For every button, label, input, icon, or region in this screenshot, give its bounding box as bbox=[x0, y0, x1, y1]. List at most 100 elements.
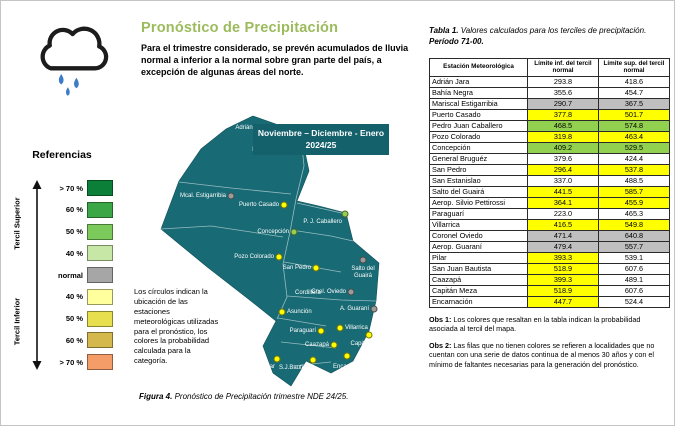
station-name-cell: Pilar bbox=[429, 251, 528, 264]
cloud-shape bbox=[40, 26, 109, 71]
tercil-sup-cell: 463.4 bbox=[598, 130, 670, 143]
tercil-sup-cell: 367.5 bbox=[598, 97, 670, 110]
col-header-station: Estación Meteorológica bbox=[429, 57, 528, 77]
legend-item: 40 % bbox=[47, 288, 113, 305]
table-row: Adrián Jara 293.8 418.6 bbox=[429, 75, 670, 88]
station-dot bbox=[370, 305, 378, 313]
raindrop-icon bbox=[74, 77, 79, 89]
station-dot bbox=[330, 341, 338, 349]
station-label: Asunción bbox=[287, 309, 312, 315]
obs-1-label: Obs 1: bbox=[429, 314, 452, 324]
tercil-sup-cell: 557.7 bbox=[598, 240, 670, 253]
table-row: San Pedro 296.4 537.8 bbox=[429, 163, 670, 176]
station-dot bbox=[278, 308, 286, 316]
tercil-sup-cell: 489.1 bbox=[598, 273, 670, 286]
legend-swatch bbox=[87, 201, 113, 218]
tercil-sup-cell: 640.8 bbox=[598, 229, 670, 242]
tercil-inf-cell: 319.8 bbox=[527, 130, 599, 143]
table-caption-text: Valores calculados para los terciles de … bbox=[458, 26, 647, 35]
station-dot bbox=[273, 355, 281, 363]
paraguay-forecast-map: Adrián Jara Bahía Negra Mcal. Estigarrib… bbox=[141, 104, 396, 399]
table-row: Pozo Colorado 319.8 463.4 bbox=[429, 130, 670, 143]
tercil-sup-cell: 585.7 bbox=[598, 185, 670, 198]
department-borders bbox=[160, 135, 377, 367]
station-label: A. Guaraní bbox=[339, 306, 369, 312]
station-name-cell: Capitán Meza bbox=[429, 284, 528, 297]
station-dot bbox=[343, 352, 351, 360]
tercil-inf-cell: 518.9 bbox=[527, 284, 599, 297]
tercil-superior-label: Tercil Superior bbox=[12, 197, 22, 250]
paraguay-map-svg bbox=[160, 115, 380, 387]
tercil-inf-cell: 379.6 bbox=[527, 152, 599, 165]
tercile-axis-arrow-icon bbox=[32, 180, 42, 370]
table-row: Pilar 393.3 539.1 bbox=[429, 251, 670, 264]
raindrop-icon bbox=[58, 74, 64, 85]
table-row: Villarrica 416.5 549.8 bbox=[429, 218, 670, 231]
station-dot bbox=[347, 288, 355, 296]
tercil-inf-cell: 447.7 bbox=[527, 295, 599, 308]
station-label: Villarrica bbox=[345, 325, 368, 331]
table-header-row: Estación Meteorológica Límite inf. del t… bbox=[429, 57, 670, 77]
terciles-table: Estación Meteorológica Límite inf. del t… bbox=[429, 57, 670, 308]
station-label: Caazapá bbox=[304, 342, 329, 348]
figure-caption-number: Figura 4. bbox=[139, 392, 173, 401]
table-caption-number: Tabla 1. bbox=[429, 26, 459, 35]
tercil-inf-cell: 364.1 bbox=[527, 196, 599, 209]
tercil-inf-cell: 290.7 bbox=[527, 97, 599, 110]
tercil-sup-cell: 529.5 bbox=[598, 141, 670, 154]
obs-2-label: Obs 2: bbox=[429, 340, 452, 350]
table-row: San Juan Bautista 518.9 607.6 bbox=[429, 262, 670, 275]
station-name-cell: Adrián Jara bbox=[429, 75, 528, 88]
raindrop-icon bbox=[65, 87, 70, 96]
station-label: Capitán Meza bbox=[350, 341, 388, 347]
legend-label: normal bbox=[57, 270, 83, 280]
legend-item: 50 % bbox=[47, 223, 113, 240]
tercil-sup-cell: 465.3 bbox=[598, 207, 670, 220]
station-label: Pilar bbox=[263, 364, 276, 370]
station-dot bbox=[312, 264, 320, 272]
table-row: San Estanislao 337.0 488.5 bbox=[429, 174, 670, 187]
country-shape bbox=[160, 115, 380, 387]
station-name-cell: Encarnación bbox=[429, 295, 528, 308]
station-label: Salto del Guairá bbox=[351, 266, 375, 279]
station-dot bbox=[280, 201, 288, 209]
legend-title: Referencias bbox=[32, 149, 92, 161]
tercil-inf-cell: 393.3 bbox=[527, 251, 599, 264]
legend-swatch bbox=[87, 180, 113, 196]
station-dot bbox=[227, 192, 235, 200]
station-name-cell: Paraguarí bbox=[429, 207, 528, 220]
station-name-cell: Puerto Casado bbox=[429, 108, 528, 121]
tercil-inf-cell: 409.2 bbox=[527, 141, 599, 154]
legend-swatch bbox=[87, 267, 113, 283]
tercil-inf-cell: 223.0 bbox=[527, 207, 599, 220]
station-label: Concepción bbox=[257, 229, 289, 235]
legend-label: 40 % bbox=[65, 292, 83, 302]
tercil-inf-cell: 479.4 bbox=[527, 240, 599, 253]
station-name-cell: Salto del Guairá bbox=[429, 185, 528, 198]
legend-swatch bbox=[87, 288, 113, 305]
station-name-cell: Villarrica bbox=[429, 218, 528, 231]
tercil-sup-cell: 537.8 bbox=[598, 163, 670, 176]
legend-swatch bbox=[87, 354, 113, 370]
table-row: Pedro Juan Caballero 468.5 574.8 bbox=[429, 119, 670, 132]
station-label: Adrián Jara bbox=[235, 125, 266, 131]
station-name-cell: Coronel Oviedo bbox=[429, 229, 528, 242]
forecast-period-box: Noviembre – Diciembre - Enero 2024/25 bbox=[253, 124, 389, 155]
station-name-cell: Bahía Negra bbox=[429, 86, 528, 99]
table-row: Aerop. Silvio Pettirossi 364.1 455.9 bbox=[429, 196, 670, 209]
station-dot bbox=[365, 331, 373, 339]
table-row: Capitán Meza 518.9 607.6 bbox=[429, 284, 670, 297]
legend-swatch bbox=[87, 245, 113, 262]
station-name-cell: Pedro Juan Caballero bbox=[429, 119, 528, 132]
table-row: Paraguarí 223.0 465.3 bbox=[429, 207, 670, 220]
tercil-inf-cell: 468.5 bbox=[527, 119, 599, 132]
legend-swatch bbox=[87, 310, 113, 327]
table-panel: Tabla 1. Valores calculados para los ter… bbox=[429, 26, 671, 369]
station-dot bbox=[309, 356, 317, 364]
tercil-sup-cell: 455.9 bbox=[598, 196, 670, 209]
tercil-sup-cell: 607.6 bbox=[598, 284, 670, 297]
table-row: Concepción 409.2 529.5 bbox=[429, 141, 670, 154]
station-name-cell: Mariscal Estigarribia bbox=[429, 97, 528, 110]
legend-swatch bbox=[87, 332, 113, 349]
